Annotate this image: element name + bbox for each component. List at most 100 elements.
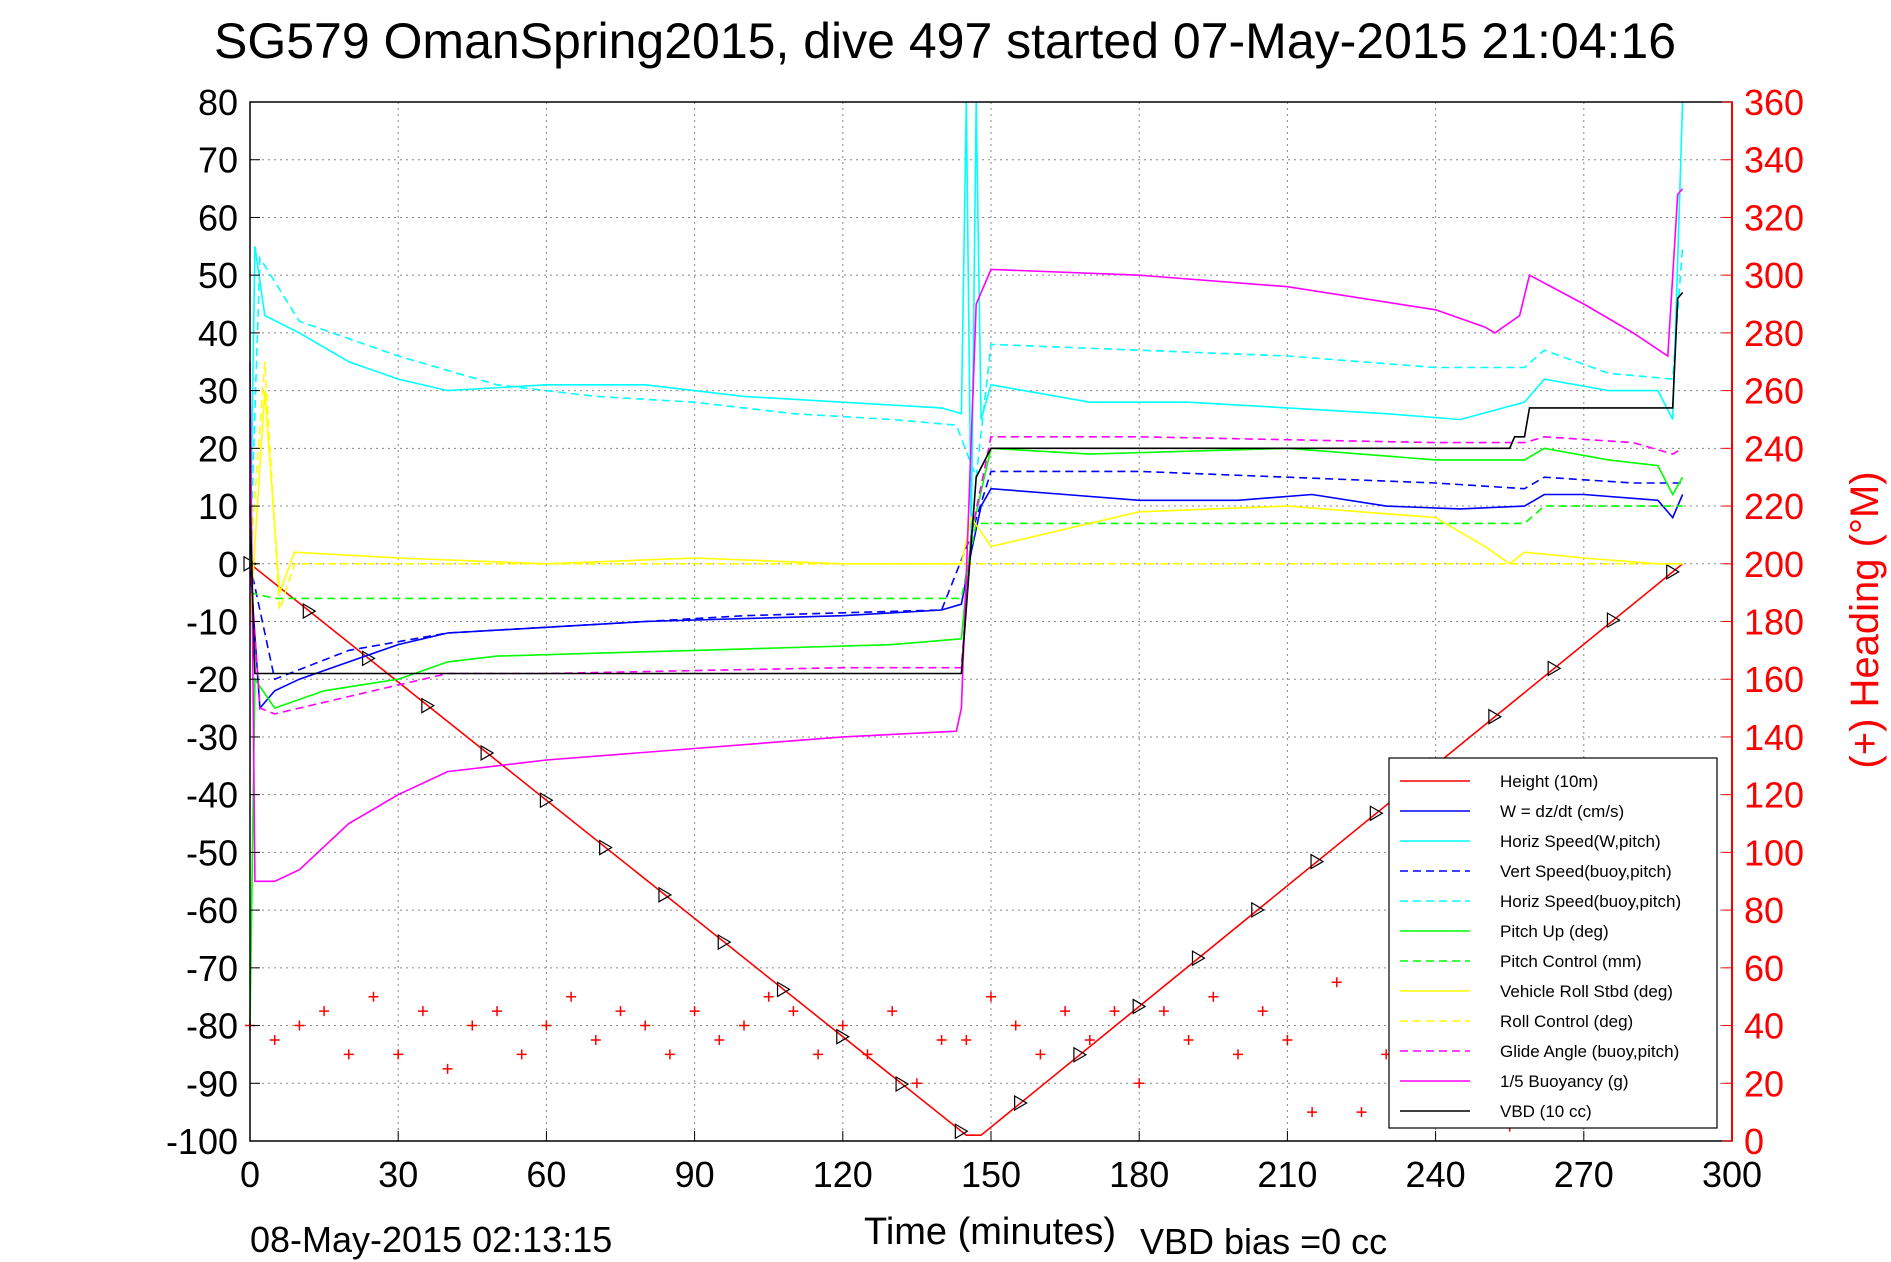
y2-tick-label: 260: [1744, 371, 1804, 412]
x-tick-label: 210: [1257, 1154, 1317, 1195]
height-marker: [836, 1028, 850, 1045]
heading-point: [319, 1006, 330, 1017]
series-horiz-speed-buoy-pitch: [249, 246, 1684, 564]
height-marker: [895, 1075, 910, 1093]
height-marker: [1547, 660, 1562, 677]
heading-point: [813, 1049, 824, 1060]
height-marker: [1014, 1094, 1028, 1112]
y-tick-label: -50: [186, 832, 238, 873]
heading-point: [1084, 1034, 1095, 1045]
heading-point: [615, 1006, 626, 1017]
heading-point: [1134, 1078, 1145, 1089]
height-marker: [539, 792, 554, 809]
legend-label: Pitch Up (deg): [1500, 922, 1609, 941]
y-tick-label: -30: [186, 717, 238, 758]
heading-point: [590, 1034, 601, 1045]
height-marker: [658, 886, 673, 903]
y-tick-label: -20: [186, 659, 238, 700]
height-marker: [1251, 901, 1265, 918]
series-horiz-speed-w-pitch: [249, 101, 1684, 564]
height-marker: [480, 744, 495, 761]
y2-tick-label: 120: [1744, 775, 1804, 816]
heading-point: [689, 1006, 700, 1017]
heading-point: [343, 1049, 354, 1060]
y-tick-label: -90: [186, 1063, 238, 1104]
y2-tick-label: 100: [1744, 832, 1804, 873]
x-tick-label: 120: [813, 1154, 873, 1195]
x-tick-label: 180: [1109, 1154, 1169, 1195]
heading-point: [1035, 1049, 1046, 1060]
y2-tick-label: 240: [1744, 428, 1804, 469]
heading-point: [887, 1006, 898, 1017]
heading-point: [664, 1049, 675, 1060]
heading-point: [541, 1020, 552, 1031]
x-tick-label: 240: [1406, 1154, 1466, 1195]
y-tick-label: 0: [218, 544, 238, 585]
legend-label: VBD (10 cc): [1500, 1102, 1592, 1121]
y-axis-left: 80 70 60 50 40 30 20 10 0 -10 -20 -30 -40 -50 -60 -70 -8…: [166, 82, 260, 1162]
legend-label: Roll Control (deg): [1500, 1012, 1633, 1031]
legend-box: [1388, 757, 1718, 1129]
y-tick-label: -40: [186, 775, 238, 816]
heading-point: [1356, 1107, 1367, 1118]
legend-label: Glide Angle (buoy,pitch): [1500, 1042, 1679, 1061]
y2-tick-label: 180: [1744, 602, 1804, 643]
end-timestamp: 08-May-2015 02:13:15: [250, 1219, 612, 1260]
height-marker: [1191, 950, 1206, 967]
legend-label: Horiz Speed(W,pitch): [1500, 832, 1661, 851]
y-tick-label: -80: [186, 1006, 238, 1047]
y2-tick-label: 220: [1744, 486, 1804, 527]
y2-axis-label: (+) Heading (°M): [1843, 471, 1887, 768]
height-marker: [1073, 1046, 1088, 1063]
series-pitch-control-mm: [249, 505, 1683, 600]
vbd-bias: VBD bias =0 cc: [1140, 1221, 1387, 1262]
y-tick-label: 20: [198, 428, 238, 469]
legend-label: Vert Speed(buoy,pitch): [1500, 862, 1672, 881]
y2-tick-label: 40: [1744, 1006, 1784, 1047]
legend-label: 1/5 Buoyancy (g): [1500, 1072, 1629, 1091]
series-glide-angle-buoy-pitch: [249, 435, 1684, 715]
heading-point: [1010, 1020, 1021, 1031]
height-marker: [1369, 805, 1384, 822]
heading-point: [1109, 1006, 1120, 1017]
legend-label: W = dz/dt (cm/s): [1500, 802, 1624, 821]
y-tick-label: 40: [198, 313, 238, 354]
heading-point: [714, 1034, 725, 1045]
y-tick-label: 80: [198, 82, 238, 123]
y2-tick-label: 360: [1744, 82, 1804, 123]
heading-point: [442, 1063, 453, 1074]
x-tick-label: 150: [961, 1154, 1021, 1195]
x-tick-label: 300: [1702, 1154, 1762, 1195]
heading-point: [763, 991, 774, 1002]
height-marker: [421, 697, 436, 714]
height-marker: [302, 603, 317, 620]
heading-point: [566, 991, 577, 1002]
heading-point: [739, 1020, 749, 1031]
heading-point: [961, 1034, 972, 1045]
y2-tick-label: 0: [1744, 1121, 1764, 1162]
x-tick-label: 60: [526, 1154, 566, 1195]
heading-point: [1257, 1006, 1268, 1017]
series-vehicle-roll-stbd-deg: [249, 390, 1683, 622]
heading-point: [788, 1006, 799, 1017]
y-axis-right: 3603403203002802602402202001801601401201…: [1722, 82, 1804, 1162]
heading-point: [492, 1006, 502, 1017]
y-tick-label: 30: [198, 371, 238, 412]
x-axis-label: Time (minutes): [864, 1211, 1116, 1253]
legend-label: Pitch Control (mm): [1500, 952, 1642, 971]
heading-point: [1060, 1006, 1071, 1017]
heading-point: [516, 1049, 527, 1060]
height-marker: [954, 1123, 969, 1140]
y-tick-label: -70: [186, 948, 238, 989]
y2-tick-label: 80: [1744, 890, 1784, 931]
heading-point: [1307, 1107, 1318, 1118]
y2-tick-label: 280: [1744, 313, 1804, 354]
heading-point: [393, 1049, 404, 1060]
y-tick-label: -100: [166, 1121, 238, 1162]
series-vert-speed-buoy-pitch: [249, 470, 1683, 681]
y-tick-label: 10: [198, 486, 238, 527]
legend: Height (10m) W = dz/dt (cm/s) Horiz Speed(…: [1388, 757, 1718, 1129]
legend-label: Height (10m): [1500, 772, 1598, 791]
heading-point: [269, 1034, 280, 1045]
series-w-dz-dt-cm-s: [249, 487, 1684, 711]
